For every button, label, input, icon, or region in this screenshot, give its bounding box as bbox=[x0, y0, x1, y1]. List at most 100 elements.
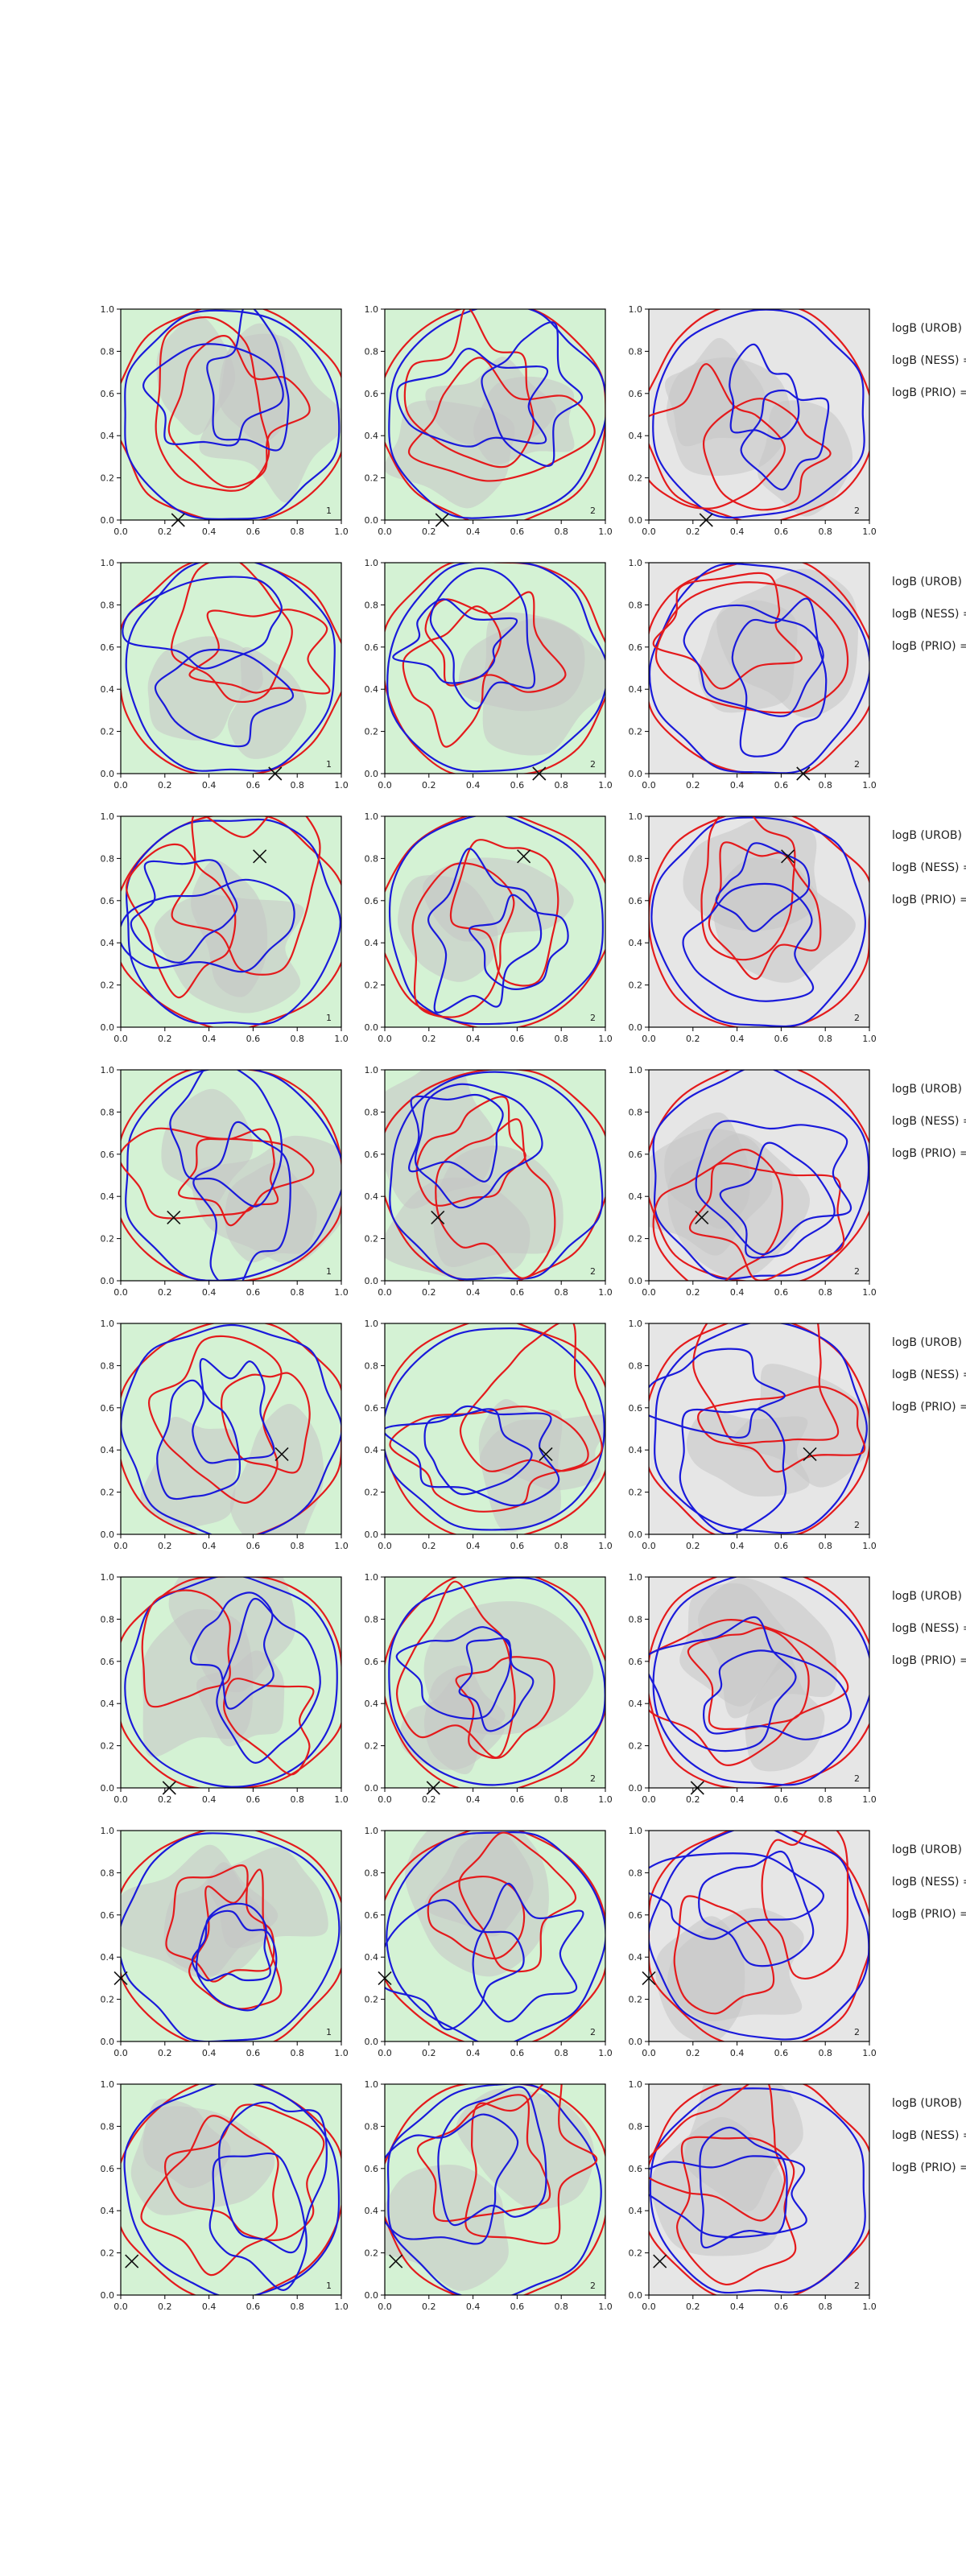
blue-contour bbox=[731, 597, 828, 758]
probability-fill-region bbox=[665, 337, 766, 447]
x-tick-label: 0.2 bbox=[422, 2301, 436, 2312]
bayes-factor-label: logB (PRIO) = bbox=[892, 2161, 966, 2174]
x-tick-label: 0.2 bbox=[422, 2048, 436, 2058]
blue-contour-outer bbox=[125, 563, 336, 772]
y-tick-label: 1.0 bbox=[101, 2079, 115, 2090]
y-tick-label: 0.8 bbox=[101, 1360, 115, 1371]
y-tick-label: 0.8 bbox=[629, 1107, 643, 1117]
red-contour bbox=[141, 1589, 231, 1708]
x-tick-label: 0.6 bbox=[510, 1034, 525, 1044]
x-tick-label: 1.0 bbox=[334, 1541, 349, 1551]
y-tick-label: 0.0 bbox=[101, 2290, 115, 2301]
y-tick-label: 0.6 bbox=[365, 1910, 379, 1921]
blue-contour bbox=[427, 848, 543, 1013]
red-contour bbox=[692, 1323, 840, 1445]
best-point-marker bbox=[803, 1447, 817, 1462]
axes-frame bbox=[120, 562, 342, 774]
probability-fill-region bbox=[698, 600, 798, 713]
x-tick-label: 0.4 bbox=[730, 1287, 745, 1298]
y-tick-label: 0.8 bbox=[101, 346, 115, 357]
y-tick-label: 0.4 bbox=[101, 938, 115, 948]
x-tick-label: 0.4 bbox=[466, 1794, 481, 1805]
blue-contour-outer bbox=[126, 818, 341, 1026]
y-tick-label: 1.0 bbox=[629, 2079, 643, 2090]
y-tick-label: 1.0 bbox=[629, 811, 643, 822]
x-tick-label: 0.6 bbox=[246, 2048, 261, 2058]
best-point-marker bbox=[125, 2254, 139, 2268]
y-tick-label: 0.6 bbox=[629, 1910, 643, 1921]
row-6-bayes-factor-labels: logB (UROB) = logB (NESS) = logB (PRIO) = bbox=[892, 1590, 966, 1667]
y-tick-label: 0.6 bbox=[101, 1910, 115, 1921]
x-tick-label: 0.4 bbox=[202, 780, 217, 791]
blue-contour bbox=[218, 2101, 328, 2254]
x-tick-label: 0.8 bbox=[290, 1287, 304, 1298]
y-tick-label: 0.8 bbox=[629, 1868, 643, 1878]
best-point-marker bbox=[167, 1210, 181, 1224]
x-tick-label: 0.6 bbox=[774, 1287, 789, 1298]
x-tick-label: 0.2 bbox=[158, 2048, 172, 2058]
y-tick-label: 0.4 bbox=[101, 684, 115, 695]
y-tick-label: 0.0 bbox=[101, 769, 115, 779]
panel-number: 2 bbox=[590, 1773, 596, 1784]
blue-contour bbox=[703, 1649, 852, 1740]
row-2-bayes-factor-labels: logB (UROB) = logB (NESS) = logB (PRIO) = bbox=[892, 576, 966, 653]
x-tick-label: 0.6 bbox=[774, 1034, 789, 1044]
panel-r6-c2: 0.0 0.2 0.4 0.6 0.8 1.00.00.20.40.60.81.02 bbox=[365, 1572, 613, 1805]
y-tick-label: 1.0 bbox=[101, 1826, 115, 1836]
x-tick-label: 0.0 bbox=[114, 2048, 128, 2058]
y-tick-label: 0.8 bbox=[365, 600, 379, 610]
y-tick-label: 1.0 bbox=[629, 1319, 643, 1329]
red-contour bbox=[761, 1831, 849, 1980]
x-tick-label: 0.0 bbox=[378, 780, 392, 791]
blue-contour-outer bbox=[124, 1577, 338, 1788]
y-tick-label: 0.4 bbox=[365, 1699, 379, 1709]
y-tick-label: 1.0 bbox=[365, 1065, 379, 1075]
blue-contour bbox=[715, 842, 811, 932]
blue-contour bbox=[437, 2086, 547, 2227]
x-tick-label: 0.6 bbox=[510, 1541, 525, 1551]
blue-contour bbox=[142, 343, 284, 447]
x-tick-label: 1.0 bbox=[862, 1287, 877, 1298]
red-contour bbox=[171, 563, 293, 704]
y-tick-label: 0.4 bbox=[629, 431, 643, 441]
bayes-factor-label: logB (PRIO) = bbox=[892, 1908, 966, 1921]
x-tick-label: 0.0 bbox=[642, 1794, 656, 1805]
y-tick-label: 1.0 bbox=[629, 304, 643, 315]
y-tick-label: 0.4 bbox=[365, 2206, 379, 2216]
x-tick-label: 0.4 bbox=[466, 526, 481, 537]
y-tick-label: 0.4 bbox=[365, 1952, 379, 1963]
red-contour-outer bbox=[121, 1577, 341, 1788]
x-tick-label: 1.0 bbox=[334, 526, 349, 537]
red-contour-outer bbox=[385, 1577, 605, 1788]
panel-r8-c3: 0.0 0.2 0.4 0.6 0.8 1.00.00.20.40.60.81.02 bbox=[629, 2079, 877, 2312]
x-tick-label: 1.0 bbox=[862, 526, 877, 537]
y-tick-label: 0.6 bbox=[101, 896, 115, 906]
axes-frame bbox=[648, 1830, 870, 2042]
red-contour bbox=[415, 1096, 526, 1207]
row-8-bayes-factor-labels: logB (UROB) = logB (NESS) = logB (PRIO) = bbox=[892, 2097, 966, 2174]
red-contour bbox=[402, 605, 502, 748]
probability-fill-region bbox=[398, 875, 498, 982]
x-tick-label: 0.6 bbox=[246, 1034, 261, 1044]
y-tick-label: 0.2 bbox=[365, 1741, 379, 1752]
red-contour bbox=[395, 1580, 516, 1759]
best-point-marker bbox=[781, 849, 795, 864]
red-contour bbox=[458, 1831, 577, 1973]
panel-number: 2 bbox=[854, 1013, 860, 1023]
blue-contour bbox=[192, 1358, 275, 1464]
panel-r1-c2: 0.0 0.2 0.4 0.6 0.8 1.00.00.20.40.60.81.02 bbox=[365, 304, 613, 537]
axes-frame bbox=[384, 1830, 606, 2042]
red-contour bbox=[435, 1118, 556, 1279]
red-contour-outer bbox=[649, 1577, 869, 1788]
blue-contour-outer bbox=[649, 2087, 866, 2294]
panel-r5-c1: 0.0 0.2 0.4 0.6 0.8 1.0 0.0 0.2 0.4 0.6 0.8 1.0 bbox=[101, 1319, 349, 1551]
panel-r7-c1: 0.0 0.2 0.4 0.6 0.8 1.0 0.0 0.2 0.4 0.6 0.8 1.0 1 bbox=[101, 1826, 349, 2058]
y-tick-label: 0.4 bbox=[629, 1699, 643, 1709]
x-tick-label: 0.4 bbox=[202, 1541, 217, 1551]
red-contour-outer bbox=[649, 563, 869, 774]
panel-r6-c3: 0.0 0.2 0.4 0.6 0.8 1.00.00.20.40.60.81.02 bbox=[629, 1572, 877, 1805]
x-tick-label: 1.0 bbox=[334, 1287, 349, 1298]
y-tick-label: 1.0 bbox=[629, 1065, 643, 1075]
x-tick-label: 0.0 bbox=[378, 2301, 392, 2312]
x-tick-label: 0.4 bbox=[730, 1541, 745, 1551]
